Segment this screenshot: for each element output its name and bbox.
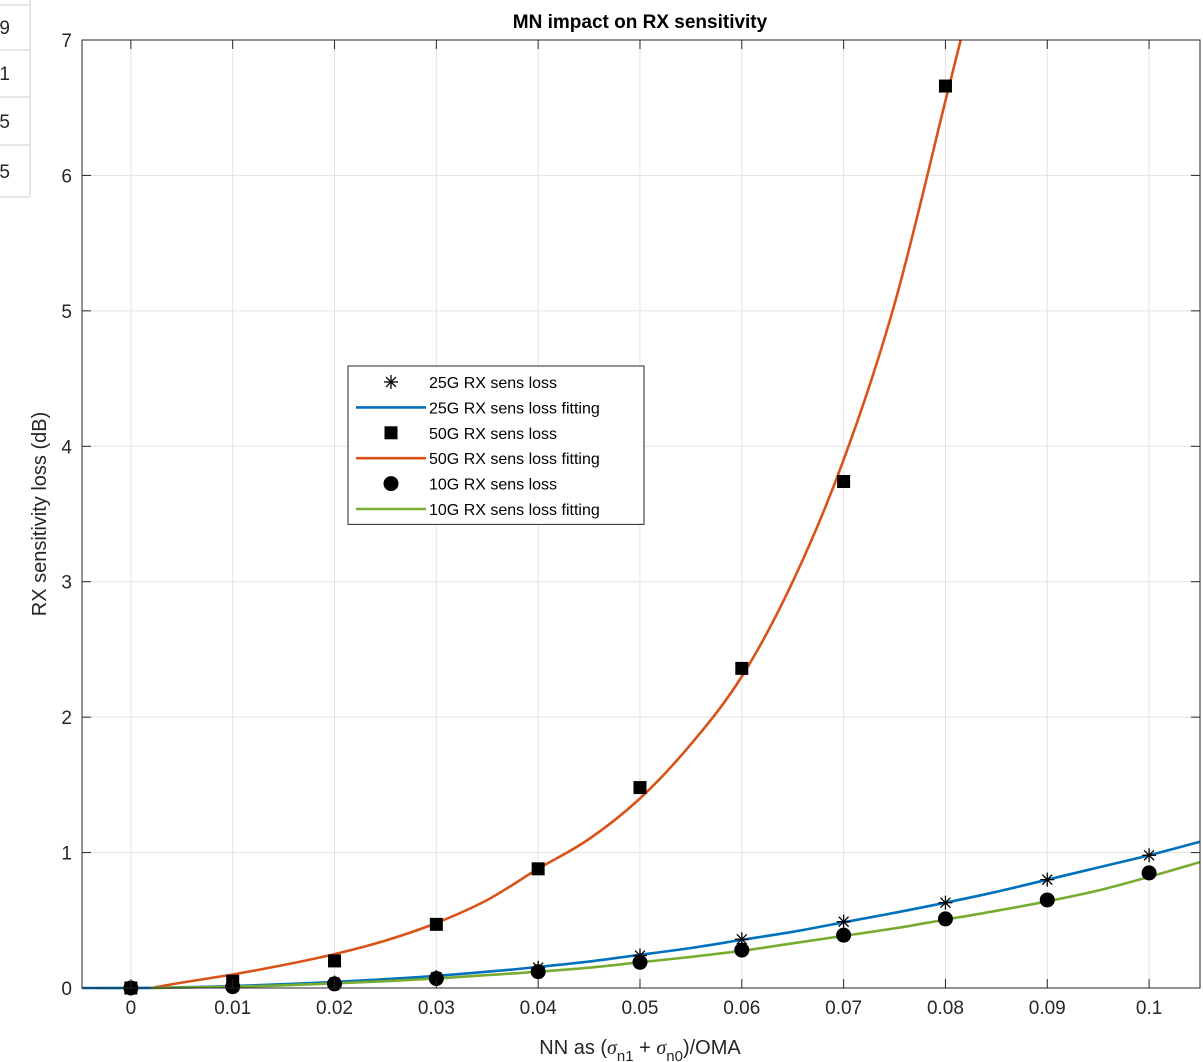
data-point <box>937 911 953 927</box>
data-point <box>837 474 851 488</box>
legend: 25G RX sens loss 25G RX sens loss fitting… <box>347 365 645 525</box>
x-axis-label-sigma: σ <box>607 1037 618 1059</box>
series-layer <box>81 39 1201 996</box>
x-axis-label-sub1: n1 <box>617 1048 634 1062</box>
data-point <box>836 914 851 929</box>
data-point <box>735 661 749 675</box>
x-axis-label-prefix: NN as ( <box>539 1037 607 1059</box>
series-line <box>150 39 962 990</box>
y-tick-label: 4 <box>61 437 72 458</box>
y-tick-label: 6 <box>61 166 72 187</box>
legend-marker-swatch <box>384 375 398 389</box>
x-tick-label: 0.1 <box>1136 998 1162 1019</box>
data-point <box>938 79 952 93</box>
series-line <box>151 860 1201 990</box>
x-tick-label: 0.03 <box>418 998 455 1019</box>
edge-table-cell: 5 <box>0 162 10 183</box>
data-point <box>836 927 852 943</box>
y-axis-label: RX sensitivity loss (dB) <box>29 412 51 617</box>
edge-table-cell: 1 <box>0 64 10 85</box>
data-point <box>633 781 647 795</box>
data-point <box>531 862 545 876</box>
x-axis-label-plus: + <box>634 1037 657 1059</box>
legend-entry-label: 10G RX sens loss <box>429 477 557 494</box>
legend-marker-swatch <box>384 426 398 440</box>
axis-ticks: 0 0.01 0.02 0.03 0.04 0.05 0.06 0.07 0.08 0.09 0.1… <box>61 31 1200 1019</box>
x-tick-label: 0.02 <box>316 998 353 1019</box>
x-tick-label: 0.07 <box>825 998 862 1019</box>
x-tick-label: 0.06 <box>723 998 760 1019</box>
x-tick-label: 0.04 <box>520 998 557 1019</box>
legend-entry-label: 25G RX sens loss fitting <box>429 400 600 417</box>
data-point <box>1040 872 1055 887</box>
data-point <box>1141 865 1157 881</box>
data-point <box>530 964 546 980</box>
legend-entry-label: 25G RX sens loss <box>429 375 557 392</box>
legend-entry-label: 10G RX sens loss fitting <box>429 502 600 519</box>
x-axis-label: NN as (σn1 + σn0)/OMA <box>539 1037 741 1062</box>
edge-table-fragment: 9 1 5 5 <box>0 0 31 198</box>
legend-entry-label: 50G RX sens loss <box>429 426 557 443</box>
edge-table-cell: 5 <box>0 112 10 133</box>
chart-title: MN impact on RX sensitivity <box>513 12 768 33</box>
edge-table-cell: 9 <box>0 18 10 39</box>
axes-box <box>81 39 1201 989</box>
legend-box <box>347 365 645 525</box>
x-axis-label-suffix: )/OMA <box>683 1037 741 1059</box>
y-tick-label: 5 <box>61 302 72 323</box>
x-tick-label: 0.09 <box>1029 998 1066 1019</box>
data-point <box>938 895 953 910</box>
y-tick-label: 7 <box>61 31 72 52</box>
data-point <box>428 971 444 987</box>
data-point <box>1039 892 1055 908</box>
data-point <box>1142 848 1157 863</box>
x-tick-label: 0 <box>126 998 137 1019</box>
x-tick-label: 0.05 <box>621 998 658 1019</box>
x-axis-label-sigma: σ <box>656 1037 667 1059</box>
y-tick-label: 3 <box>61 573 72 594</box>
data-point <box>632 954 648 970</box>
legend-entry-label: 50G RX sens loss fitting <box>429 451 600 468</box>
y-tick-label: 0 <box>61 979 72 1000</box>
y-tick-label: 2 <box>61 708 72 729</box>
data-point <box>328 954 342 968</box>
data-point <box>734 942 750 958</box>
x-tick-label: 0.08 <box>927 998 964 1019</box>
legend-marker-swatch <box>383 476 399 492</box>
x-axis-label-sub0: n0 <box>666 1048 683 1062</box>
data-point <box>429 917 443 931</box>
x-tick-label: 0.01 <box>214 998 251 1019</box>
y-tick-label: 1 <box>61 844 72 865</box>
